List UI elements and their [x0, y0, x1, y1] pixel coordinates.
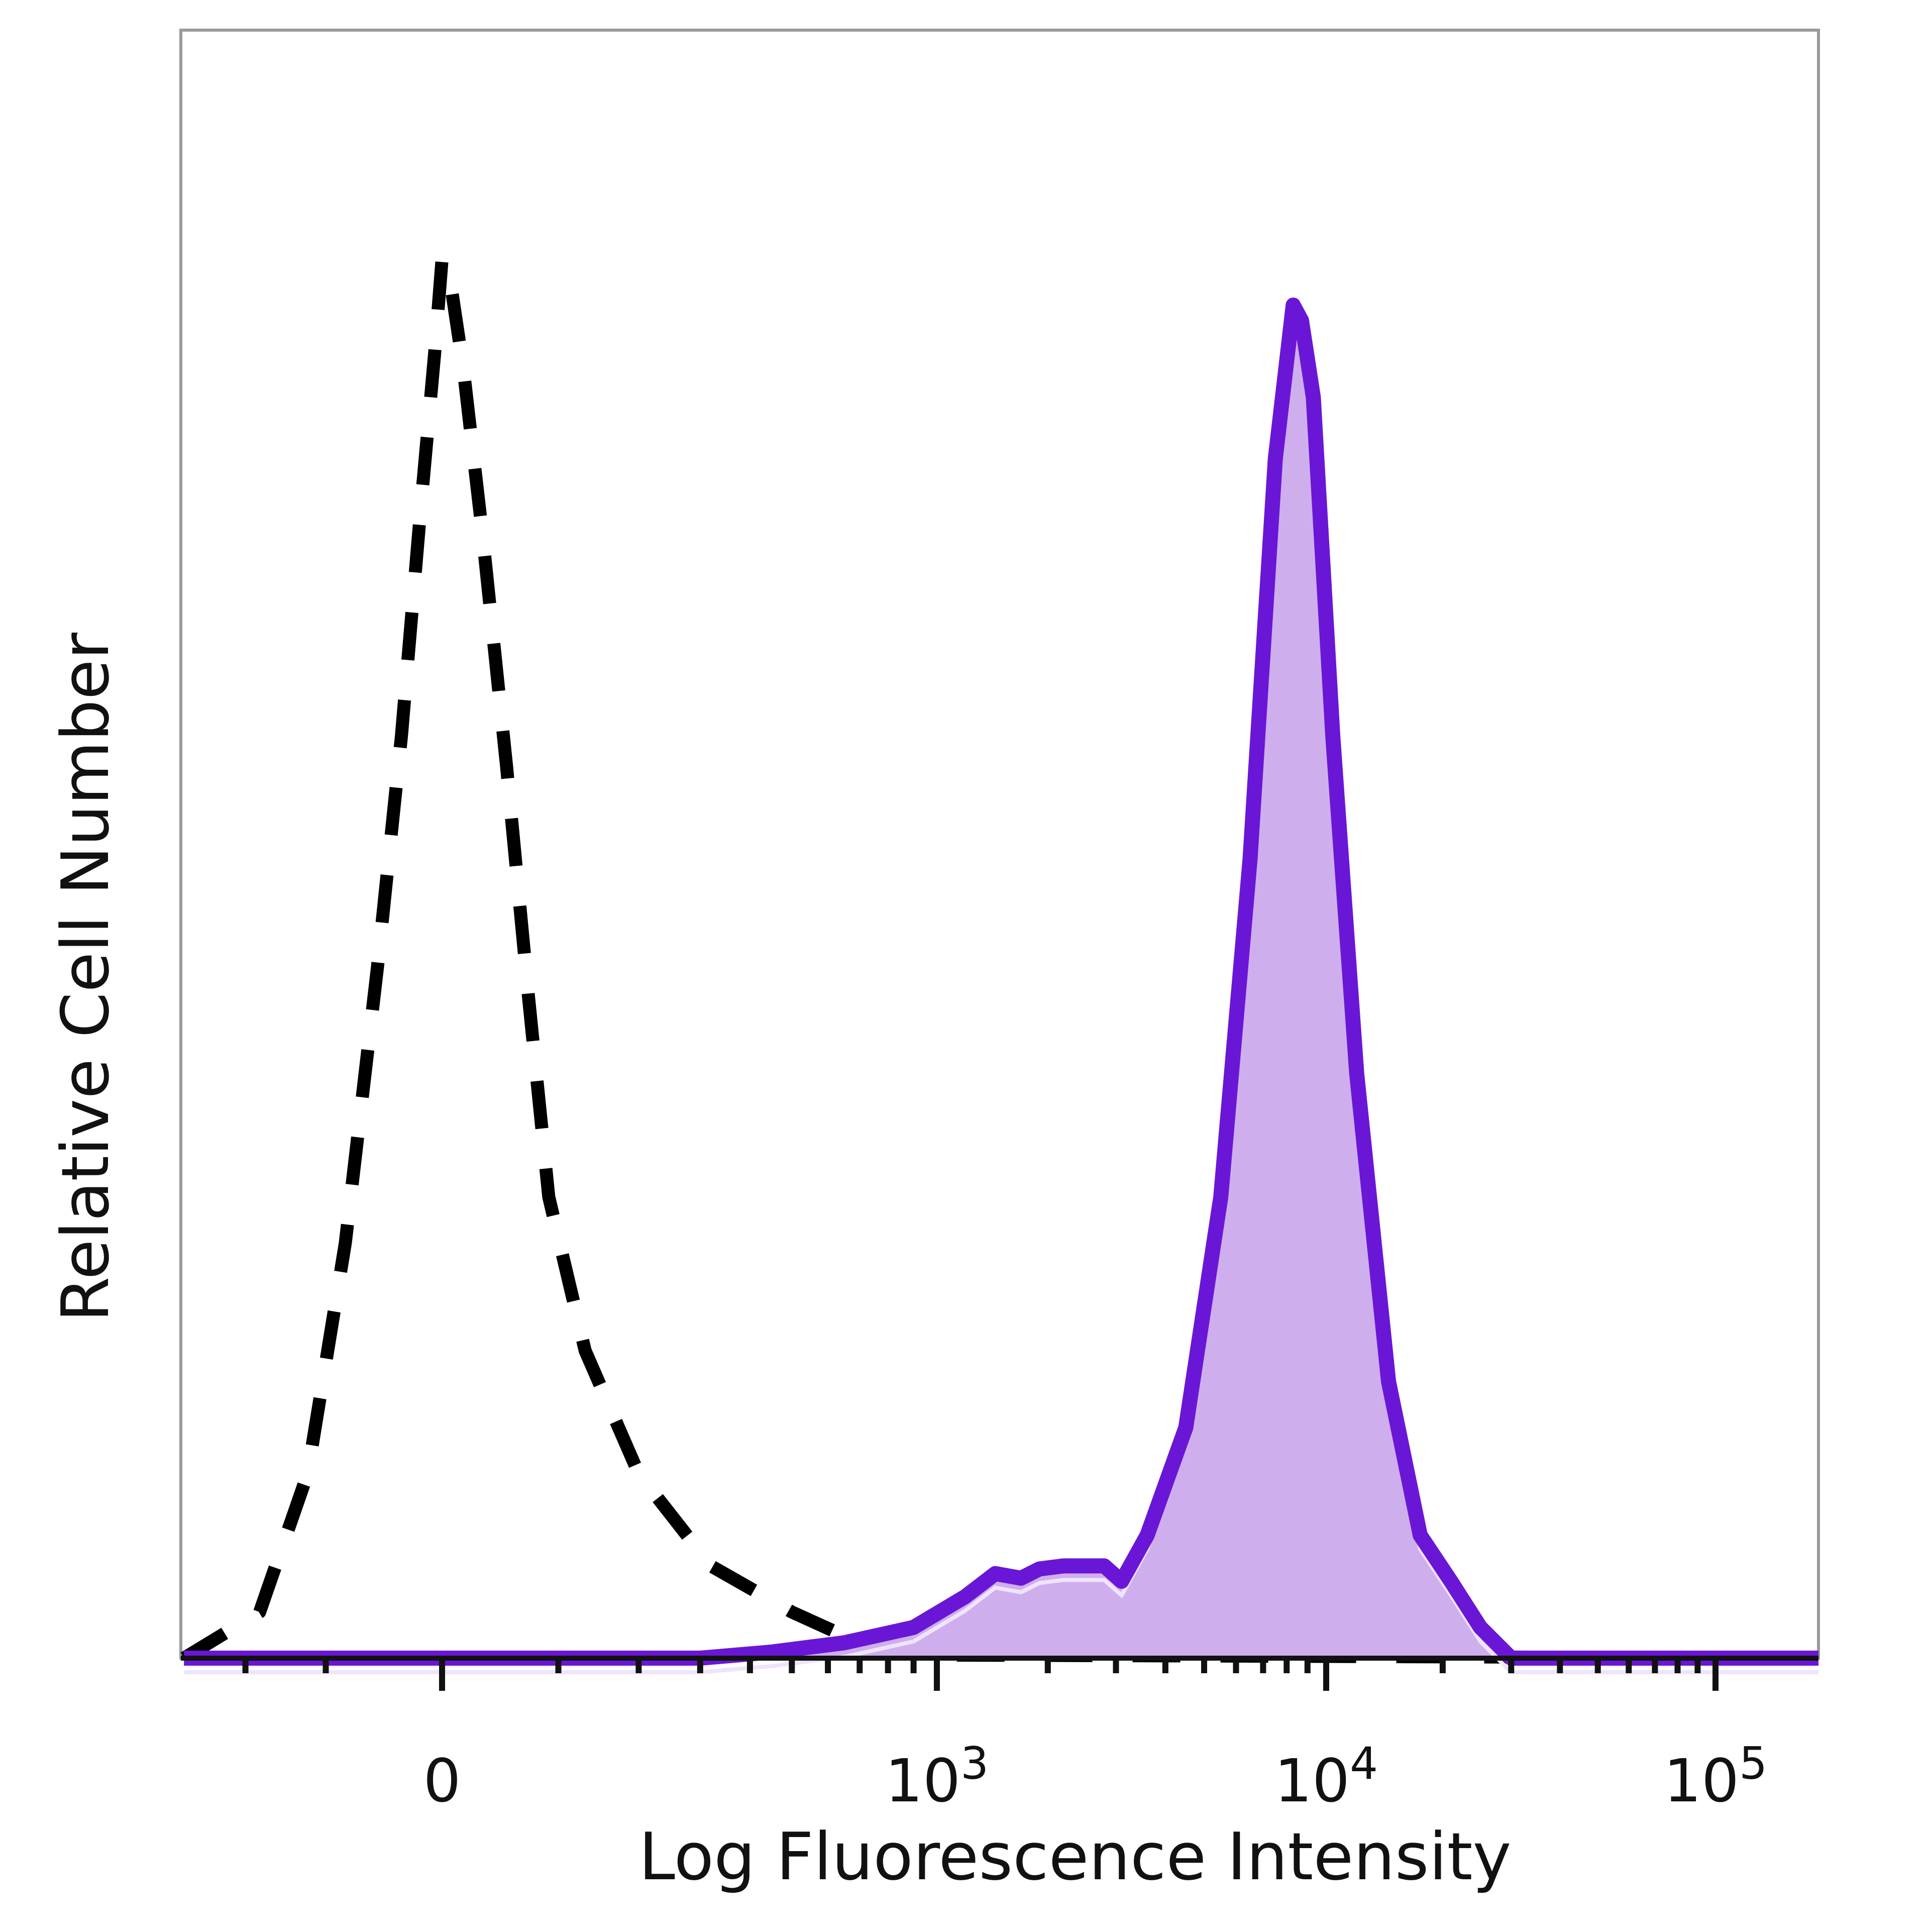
- series-layer: [180, 252, 1819, 1674]
- minor-ticks: [242, 1658, 1719, 1691]
- y-axis-title: Relative Cell Number: [47, 632, 124, 1322]
- x-axis-title: Log Fluorescence Intensity: [638, 1818, 1511, 1895]
- x-tick-label: 103: [885, 1738, 989, 1815]
- tick-labels: 0 103 104 105: [423, 1738, 1767, 1815]
- plot-frame: [179, 29, 1820, 1660]
- x-tick-label: 105: [1664, 1738, 1767, 1815]
- x-tick-label: 0: [423, 1746, 461, 1815]
- series-1-line: [184, 297, 1818, 1666]
- x-tick-label: 104: [1274, 1738, 1378, 1815]
- series-0-line: [180, 252, 1819, 1665]
